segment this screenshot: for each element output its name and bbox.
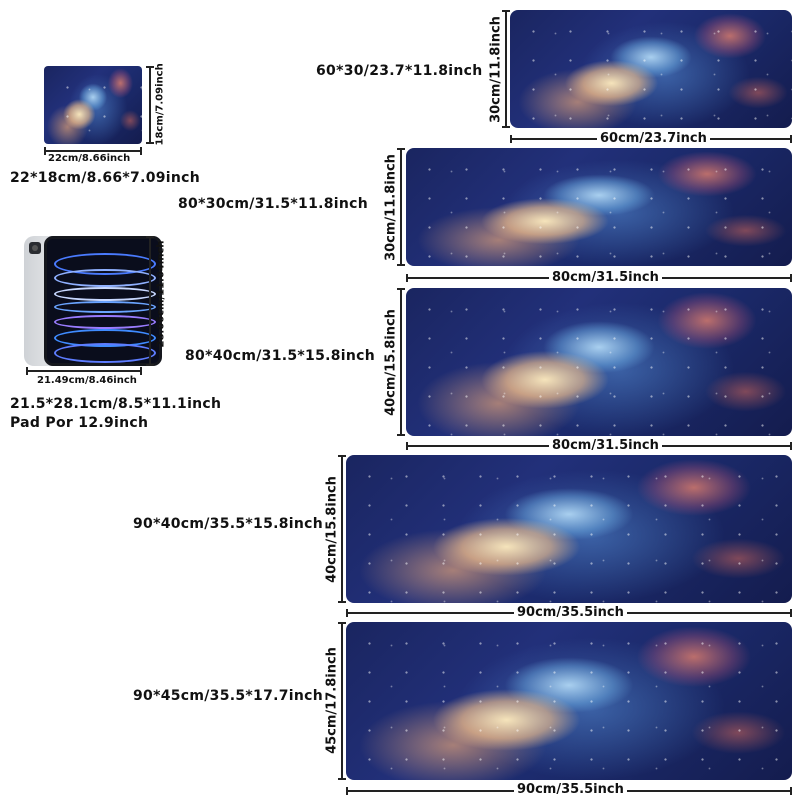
mousepad-image [510, 10, 792, 128]
size-caption: 60*30/23.7*11.8inch [316, 63, 483, 79]
height-line [338, 455, 346, 603]
size-caption: 21.5*28.1cm/8.5*11.1inch [10, 396, 222, 412]
width-label: 80cm/31.5inch [549, 438, 662, 453]
model-caption: Pad Por 12.9inch [10, 415, 149, 431]
height-line [146, 236, 154, 366]
mousepad-image [346, 622, 792, 780]
size-caption: 22*18cm/8.66*7.09inch [10, 170, 201, 186]
height-label: 18cm/7.09inch [154, 63, 166, 146]
height-line [502, 10, 510, 128]
height-label: 40cm/15.8inch [324, 476, 340, 583]
size-caption: 80*30cm/31.5*11.8inch [178, 196, 369, 212]
mousepad-image [406, 148, 792, 266]
camera-icon [29, 242, 41, 254]
width-label: 80cm/31.5inch [549, 270, 662, 285]
width-line [44, 147, 142, 155]
height-label: 28.06cm/11.04inch [155, 240, 167, 348]
width-label: 90cm/35.5inch [514, 605, 627, 620]
height-line [397, 288, 405, 436]
height-line [338, 622, 346, 780]
tablet-image [24, 236, 164, 366]
size-caption: 80*40cm/31.5*15.8inch [185, 348, 376, 364]
mousepad-image [406, 288, 792, 436]
height-label: 40cm/15.8inch [383, 309, 399, 416]
width-label: 22cm/8.66inch [48, 153, 131, 164]
width-label: 90cm/35.5inch [514, 782, 627, 797]
height-line [397, 148, 405, 266]
width-label: 21.49cm/8.46inch [37, 375, 137, 386]
size-caption: 90*45cm/35.5*17.7inch [133, 688, 324, 704]
size-caption: 90*40cm/35.5*15.8inch [133, 516, 324, 532]
width-line [26, 367, 142, 375]
width-label: 60cm/23.7inch [597, 131, 710, 146]
height-label: 45cm/17.8inch [324, 647, 340, 754]
mousepad-image [44, 66, 142, 144]
height-label: 30cm/11.8inch [383, 154, 399, 261]
height-label: 30cm/11.8inch [488, 16, 504, 123]
mousepad-image [346, 455, 792, 603]
height-line [146, 66, 154, 144]
